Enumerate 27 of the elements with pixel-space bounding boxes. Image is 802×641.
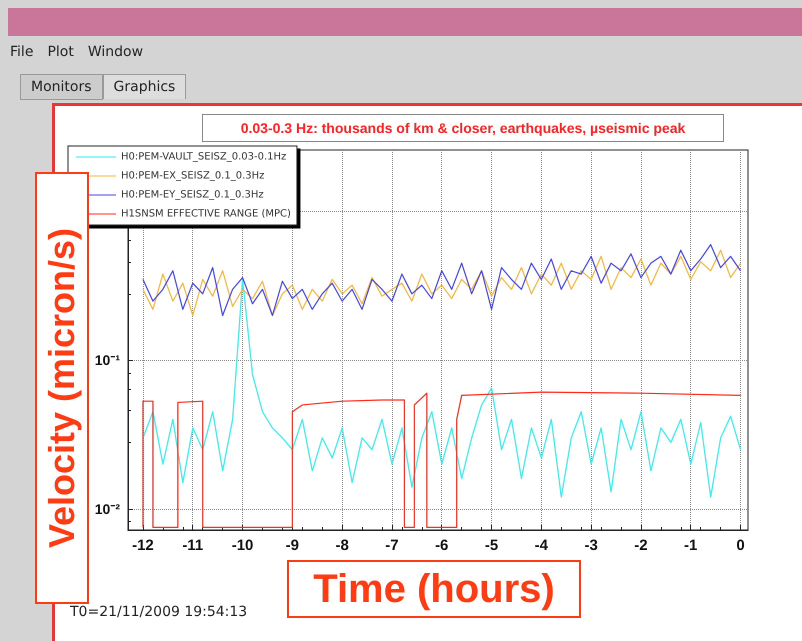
x-tick-label: -8 (335, 537, 349, 554)
x-tick-label: -3 (584, 537, 598, 554)
x-tick-label: -1 (684, 537, 698, 554)
legend-label: H0:PEM-EX_SEISZ_0.1_0.3Hz (121, 170, 264, 182)
text: T0=21/11/2009 19:54:13 (70, 604, 248, 620)
x-tick-label: -5 (484, 537, 498, 554)
y-tick-label: 10⁻² (94, 500, 120, 517)
legend-label: H0:PEM-VAULT_SEISZ_0.03-0.1Hz (121, 152, 286, 162)
x-tick-label: -4 (534, 537, 549, 554)
x-tick-label: -11 (182, 537, 204, 554)
text: Monitors (20, 74, 103, 100)
x-tick-label: -6 (435, 537, 448, 554)
x-tick-label: -2 (634, 537, 648, 554)
chart-title: 0.03-0.3 Hz: thousands of km & closer, earthquakes, µseismic peak (202, 114, 724, 142)
x-tick-label: -12 (132, 537, 154, 554)
legend-label: H1SNSM EFFECTIVE RANGE (MPC) (121, 208, 292, 220)
x-tick-label: 0 (736, 537, 745, 554)
text: Window (88, 44, 144, 60)
y-axis-title: Velocity (micron/s) (41, 228, 83, 548)
legend-label: H0:PEM-EY_SEISZ_0.1_0.3Hz (121, 190, 264, 200)
text: Plot (47, 44, 74, 60)
y-tick-label: 10⁻¹ (94, 352, 120, 368)
text: File (10, 44, 34, 60)
x-tick-label: -10 (232, 537, 254, 554)
x-axis-title: Time (hours) (287, 560, 581, 618)
x-tick-label: -9 (286, 537, 300, 554)
x-tick-label: -7 (385, 537, 399, 554)
